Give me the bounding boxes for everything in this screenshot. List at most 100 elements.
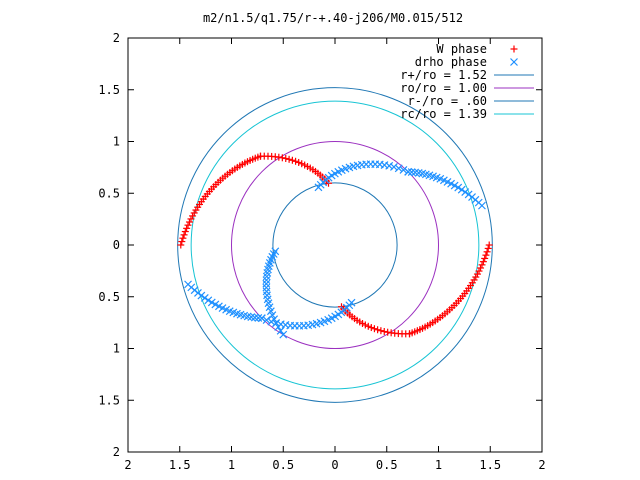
data-point (404, 167, 413, 176)
marker-stroke (254, 314, 263, 322)
data-point (257, 314, 266, 323)
marker-stroke (276, 326, 285, 335)
data-point (189, 212, 197, 220)
marker-stroke (250, 313, 259, 322)
data-point (200, 294, 209, 302)
data-point (478, 201, 486, 210)
marker-stroke (264, 299, 273, 308)
data-point (298, 160, 306, 168)
data-point (183, 224, 191, 232)
y-tick-label: 1.5 (98, 83, 120, 97)
marker-stroke (262, 283, 271, 292)
marker-stroke (268, 311, 277, 320)
marker-stroke (385, 161, 394, 170)
data-point (479, 258, 487, 266)
data-point (484, 244, 492, 252)
x-tick-label: 0.5 (376, 458, 398, 472)
marker-stroke (407, 168, 416, 176)
data-point (279, 330, 288, 339)
data-point (370, 325, 378, 333)
y-tick-label: 0.5 (98, 186, 120, 200)
data-point (204, 296, 213, 305)
marker-stroke (447, 179, 456, 188)
data-point (211, 300, 220, 309)
data-point (457, 185, 466, 194)
marker-stroke (207, 298, 216, 307)
data-point (184, 221, 192, 229)
x-tick-label: 0 (331, 458, 338, 472)
marker-stroke (184, 280, 192, 289)
data-point (292, 157, 300, 165)
marker-stroke (266, 307, 275, 316)
data-point (295, 158, 303, 166)
data-point (483, 248, 491, 256)
data-point (390, 162, 398, 171)
data-point (267, 317, 276, 326)
data-point (475, 267, 483, 275)
data-point (181, 228, 189, 236)
marker-stroke (418, 169, 427, 178)
marker-stroke (214, 302, 223, 311)
data-point (282, 154, 290, 162)
x-tick-label: 1 (228, 458, 235, 472)
marker-stroke (411, 168, 420, 177)
x-tick-label: 2 (538, 458, 545, 472)
data-point (399, 165, 408, 174)
x-tick-label: 2 (124, 458, 131, 472)
data-point (207, 298, 216, 307)
marker-stroke (262, 287, 271, 296)
reference-circle (231, 141, 439, 349)
data-point (179, 234, 187, 242)
marker-stroke (443, 177, 452, 186)
y-tick-label: 1.5 (98, 393, 120, 407)
y-tick-label: 2 (113, 445, 120, 459)
x-tick-label: 1.5 (479, 458, 501, 472)
marker-stroke (229, 308, 238, 317)
marker-stroke (236, 310, 245, 319)
marker-stroke (225, 307, 234, 316)
data-point (461, 188, 470, 196)
marker-stroke (450, 181, 459, 190)
legend-marker (510, 58, 518, 66)
data-point (394, 164, 403, 173)
data-point (454, 183, 463, 192)
data-point (482, 251, 490, 259)
legend-marker (510, 45, 518, 53)
data-point (384, 328, 392, 336)
marker-stroke (439, 176, 448, 185)
marker-stroke (204, 296, 213, 305)
data-point (184, 280, 192, 289)
data-point (485, 241, 493, 249)
marker-stroke (429, 172, 437, 181)
data-point (262, 316, 271, 325)
data-point (374, 326, 382, 334)
marker-stroke (262, 279, 271, 288)
marker-stroke (267, 317, 276, 326)
data-point (367, 324, 375, 332)
marker-stroke (272, 319, 280, 328)
marker-stroke (263, 291, 271, 300)
legend-label: rc/ro = 1.39 (400, 107, 487, 121)
data-point (364, 322, 372, 330)
data-point (262, 279, 271, 288)
y-tick-label: 0.5 (98, 290, 120, 304)
marker-stroke (432, 173, 441, 182)
marker-stroke (263, 295, 272, 304)
chart-title: m2/n1.5/q1.75/r-+.40-j206/M0.015/512 (203, 11, 463, 25)
marker-stroke (218, 304, 227, 313)
data-point (377, 327, 385, 335)
data-point (178, 238, 186, 246)
marker-stroke (399, 165, 408, 174)
marker-stroke (436, 174, 445, 183)
data-point (276, 320, 285, 329)
data-point (478, 261, 486, 269)
marker-stroke (211, 300, 220, 309)
data-point (180, 231, 188, 239)
data-point (385, 161, 394, 170)
marker-stroke (457, 185, 466, 194)
x-tick-label: 1 (435, 458, 442, 472)
data-markers (177, 152, 493, 339)
data-point (177, 241, 185, 249)
marker-stroke (478, 201, 486, 210)
data-point (278, 154, 286, 162)
